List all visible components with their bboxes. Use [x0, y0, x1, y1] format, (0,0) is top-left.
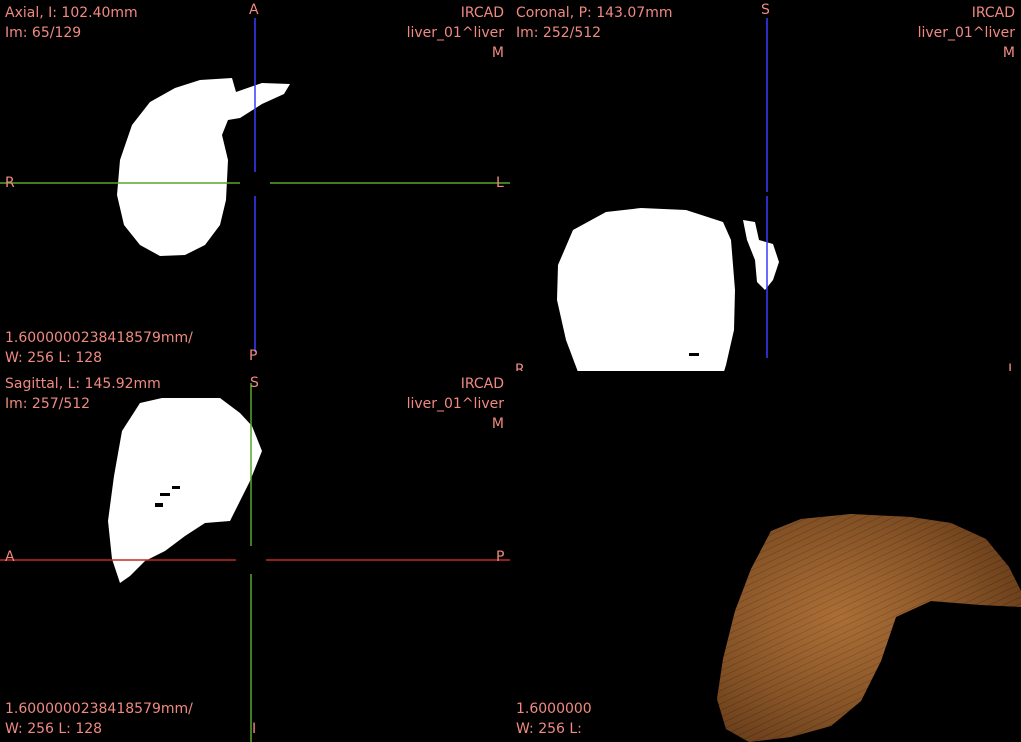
- sagittal-sex: M: [491, 416, 504, 432]
- liver-3d-shading: [717, 514, 1021, 742]
- sagittal-orient-left: A: [5, 549, 15, 565]
- sagittal-info-bottomleft: 1.6000000238418579mm/ W: 256 L: 128: [5, 699, 193, 739]
- axial-spacing: 1.6000000238418579mm/: [5, 330, 193, 346]
- axial-orient-bottom: P: [249, 348, 258, 364]
- axial-window: W: 256 L: 128: [5, 350, 103, 366]
- axial-sex: M: [491, 45, 504, 61]
- coronal-orient-top: S: [761, 2, 770, 18]
- coronal-liver-mask: [557, 208, 735, 371]
- coronal-title: Coronal, P: 143.07mm: [516, 5, 673, 21]
- sagittal-title: Sagittal, L: 145.92mm: [5, 376, 161, 392]
- axial-orient-left: R: [5, 175, 15, 191]
- sagittal-liver-mask: [108, 398, 262, 583]
- sagittal-mask-dot: [155, 503, 163, 507]
- coronal-slice-image: [557, 18, 779, 371]
- coronal-orient-right: L: [1008, 362, 1016, 371]
- coronal-info-topright: IRCAD liver_01^liver M: [918, 3, 1015, 63]
- axial-orient-right: L: [496, 175, 504, 191]
- sagittal-patient: liver_01^liver: [406, 396, 504, 412]
- coronal-image-index: Im: 252/512: [516, 25, 602, 41]
- sagittal-orient-right: P: [496, 549, 505, 565]
- coronal-mask-dot: [689, 353, 699, 356]
- coronal-institution: IRCAD: [971, 5, 1015, 21]
- axial-viewport[interactable]: Axial, I: 102.40mm Im: 65/129 IRCAD live…: [0, 0, 510, 371]
- coronal-info-topleft: Coronal, P: 143.07mm Im: 252/512: [516, 3, 672, 43]
- axial-info-topleft: Axial, I: 102.40mm Im: 65/129: [5, 3, 138, 43]
- axial-institution: IRCAD: [460, 5, 504, 21]
- axial-image-index: Im: 65/129: [5, 25, 82, 41]
- volume-render-viewport[interactable]: 1.6000000 W: 256 L:: [511, 371, 1021, 742]
- coronal-sex: M: [1002, 45, 1015, 61]
- axial-info-topright: IRCAD liver_01^liver M: [407, 3, 504, 63]
- axial-slice-image: [0, 18, 510, 352]
- coronal-patient: liver_01^liver: [917, 25, 1015, 41]
- sagittal-spacing: 1.6000000238418579mm/: [5, 701, 193, 717]
- render3d-spacing: 1.6000000: [516, 701, 592, 717]
- sagittal-info-topright: IRCAD liver_01^liver M: [407, 374, 504, 434]
- sagittal-info-topleft: Sagittal, L: 145.92mm Im: 257/512: [5, 374, 161, 414]
- liver-3d-render: [717, 514, 1021, 742]
- render3d-info-bottomleft: 1.6000000 W: 256 L:: [516, 699, 592, 739]
- sagittal-slice-image: [0, 383, 510, 742]
- render3d-window: W: 256 L:: [516, 721, 582, 737]
- sagittal-orient-bottom: I: [252, 721, 257, 737]
- coronal-orient-left: R: [515, 362, 525, 371]
- axial-info-bottomleft: 1.6000000238418579mm/ W: 256 L: 128: [5, 328, 193, 368]
- sagittal-window: W: 256 L: 128: [5, 721, 103, 737]
- coronal-viewport[interactable]: Coronal, P: 143.07mm Im: 252/512 IRCAD l…: [511, 0, 1021, 371]
- sagittal-mask-dot: [160, 493, 170, 496]
- coronal-liver-fragment: [743, 220, 779, 290]
- sagittal-institution: IRCAD: [460, 376, 504, 392]
- axial-patient: liver_01^liver: [406, 25, 504, 41]
- sagittal-orient-top: S: [250, 375, 259, 391]
- sagittal-viewport[interactable]: Sagittal, L: 145.92mm Im: 257/512 IRCAD …: [0, 371, 510, 742]
- sagittal-mask-dot: [172, 486, 180, 489]
- sagittal-image-index: Im: 257/512: [5, 396, 91, 412]
- axial-title: Axial, I: 102.40mm: [5, 5, 138, 21]
- axial-orient-top: A: [249, 2, 259, 18]
- axial-liver-mask: [117, 78, 290, 256]
